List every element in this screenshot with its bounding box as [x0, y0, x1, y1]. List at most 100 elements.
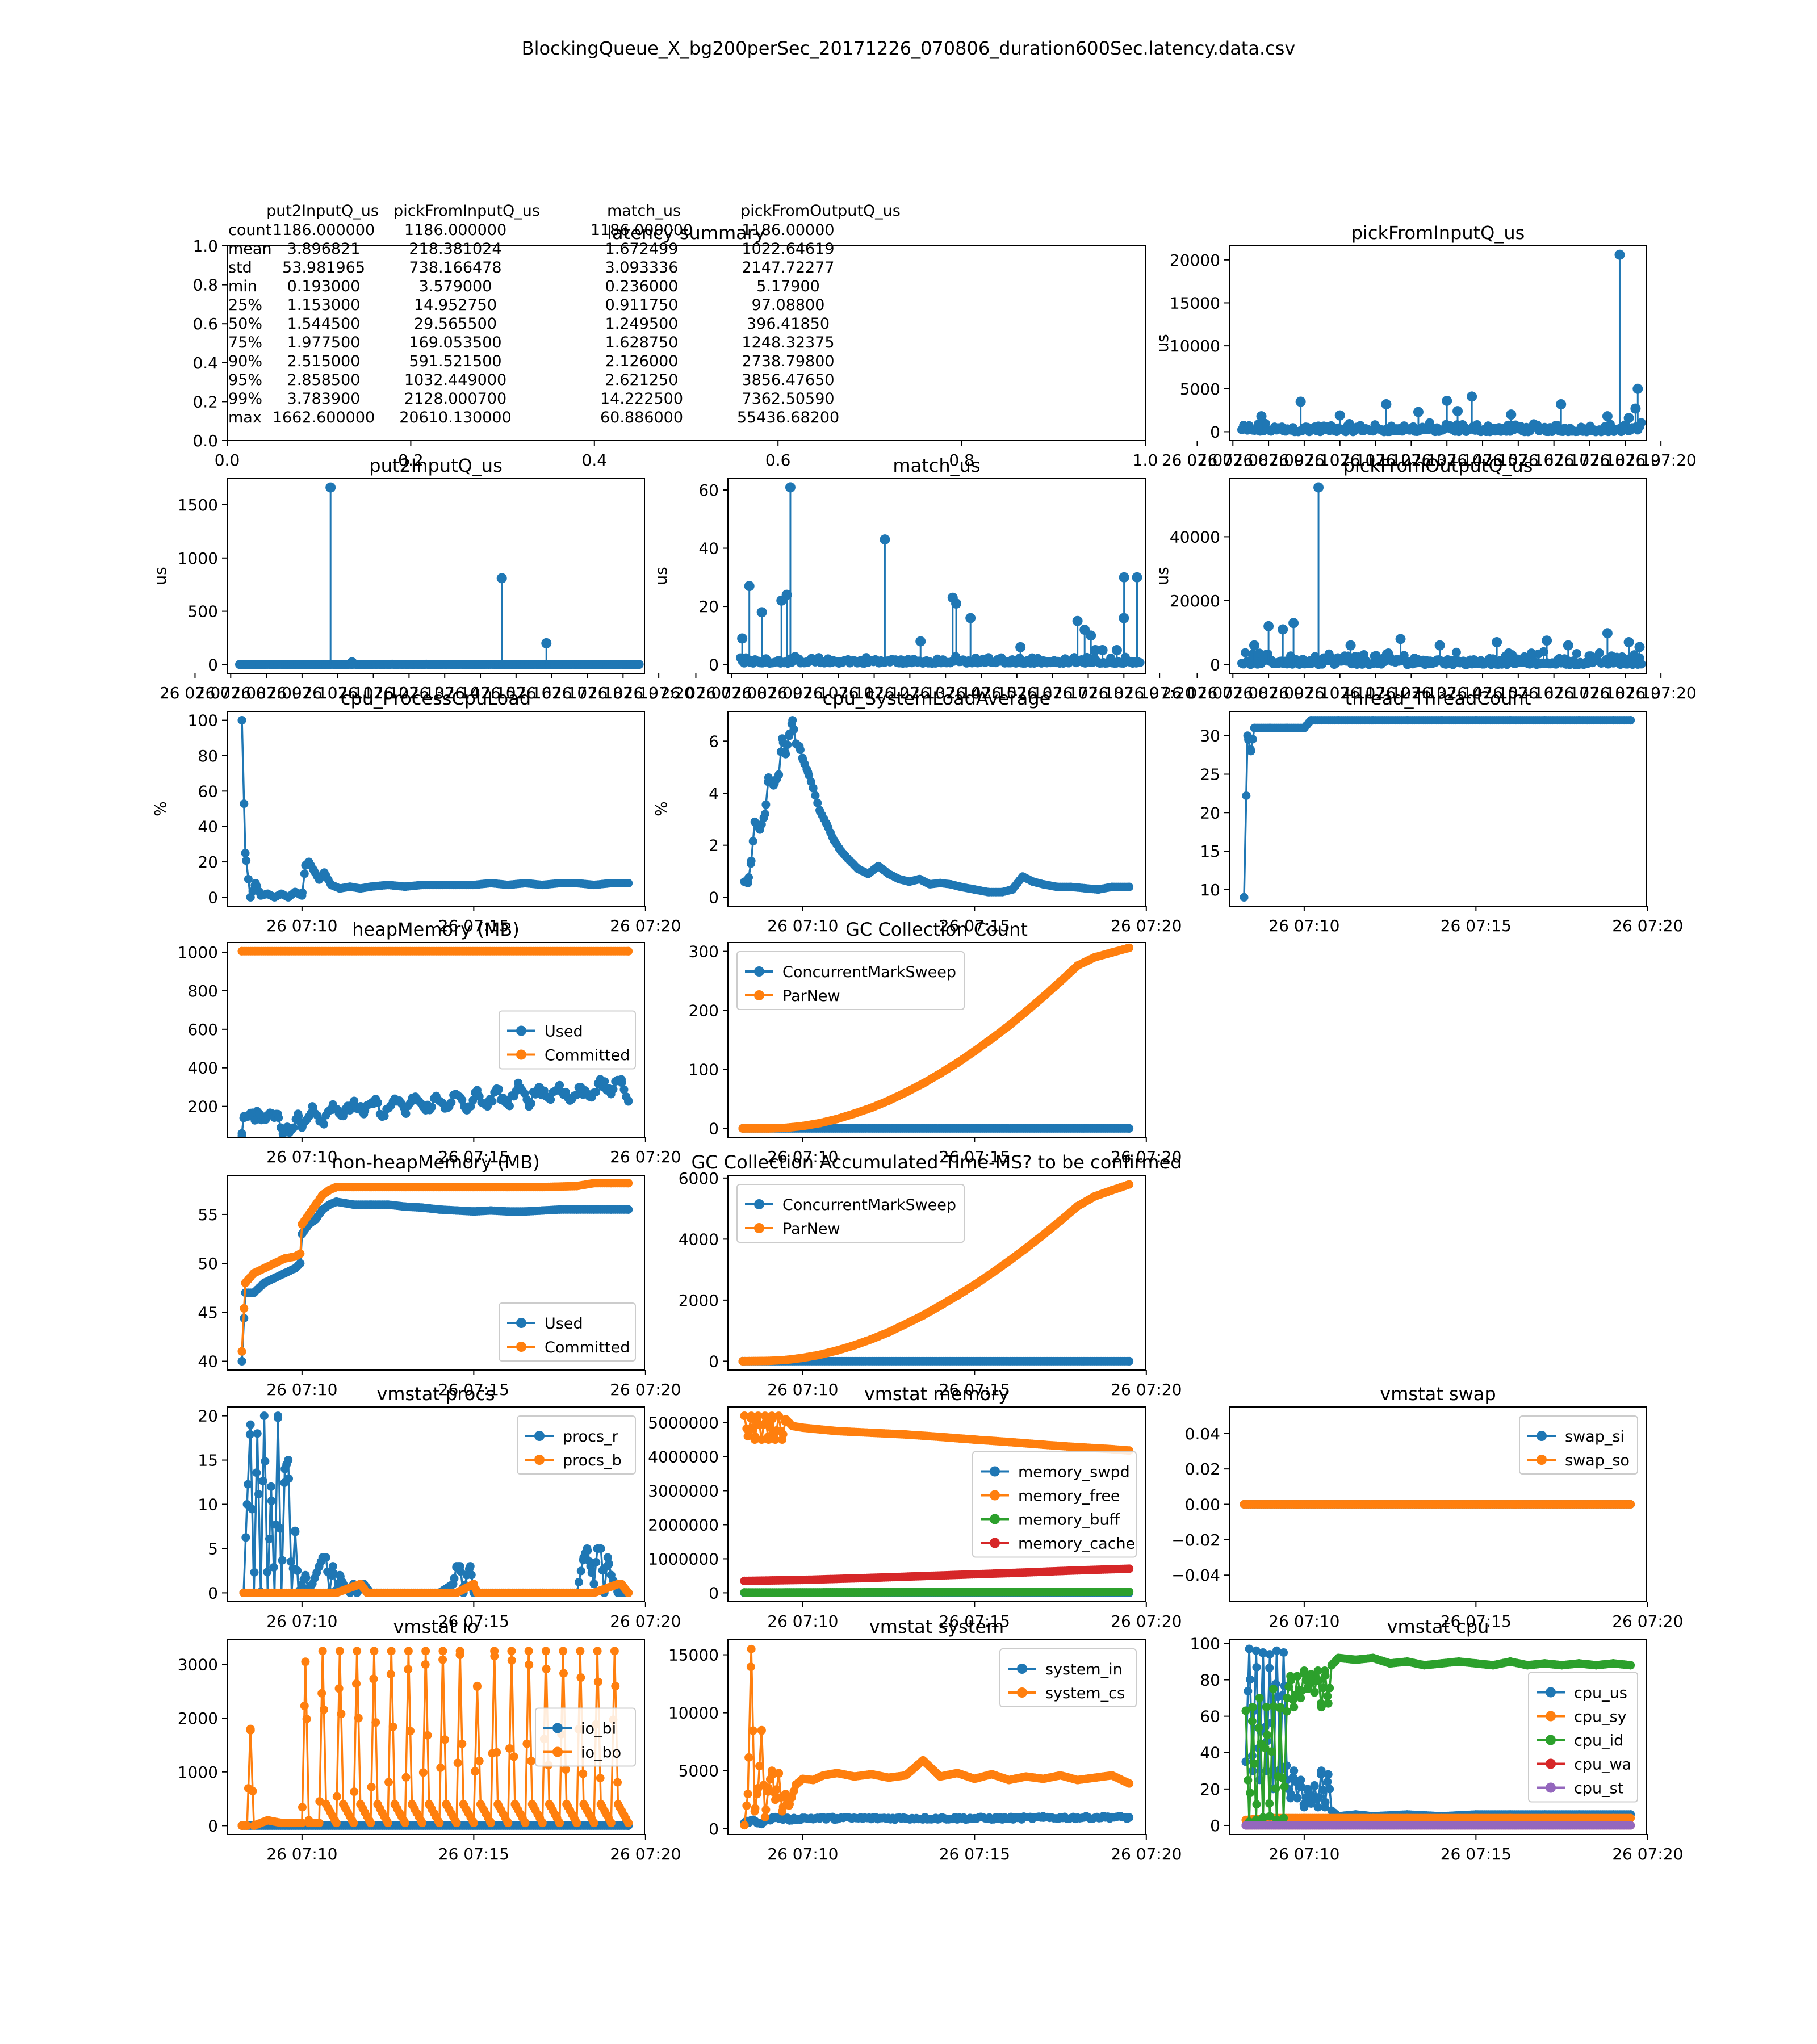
legend-marker-parnew — [754, 990, 764, 1000]
x-tick-label: 26 07:20 — [1111, 1612, 1182, 1631]
plot-area — [728, 711, 1145, 906]
data-point-cpu-processcpuload — [300, 869, 309, 878]
y-tick-label: 1500 — [178, 496, 218, 514]
chart-title: pickFromInputQ_us — [1351, 222, 1525, 244]
legend-marker-committed — [516, 1049, 526, 1060]
y-tick-label: 15 — [1200, 842, 1220, 861]
x-tick-label: 26 07:19 — [588, 684, 659, 702]
chart-title: thread_ThreadCount — [1345, 688, 1531, 709]
x-tick-label: 26 07:08 — [1198, 684, 1268, 702]
data-point-cpu-systemloadaverage — [760, 810, 769, 819]
x-tick-label: 26 07:15 — [438, 1380, 509, 1399]
data-point — [1563, 640, 1573, 651]
x-tick-label: 26 07:20 — [1111, 1380, 1182, 1399]
y-tick-label: 20 — [698, 597, 719, 616]
x-tick-label: 26 07:13 — [874, 684, 945, 702]
x-tick-label: 26 07:13 — [1376, 684, 1447, 702]
charts-layer: latency summary 0.0 0.2 0.4 0.6 0.8 1.0 0.0 0.2 0… — [151, 222, 1697, 1863]
y-tick-label: 200 — [689, 1002, 719, 1020]
plot-frame — [1229, 478, 1647, 674]
x-tick-label: 26 07:08 — [195, 684, 266, 702]
x-tick-label: 26 07:17 — [516, 684, 587, 702]
y-tick-label: 0.0 — [192, 432, 218, 450]
data-point-committed — [237, 1347, 246, 1356]
plot-marks — [1240, 716, 1635, 902]
data-point — [325, 482, 336, 493]
y-tick-label: 1.0 — [192, 237, 218, 256]
data-point-cpu-systemloadaverage — [761, 800, 771, 809]
data-point-procs-r — [284, 1456, 293, 1465]
data-point — [1288, 618, 1299, 629]
legend-marker-procs-b — [534, 1455, 545, 1465]
x-tick-label: 26 07:15 — [1447, 451, 1518, 470]
data-point-cpu-systemloadaverage — [781, 749, 790, 759]
data-point-cpu-systemloadaverage — [774, 770, 784, 779]
data-point-procs-r — [250, 1568, 259, 1577]
y-tick-label: 4000000 — [648, 1448, 719, 1467]
y-axis-label: us — [1153, 334, 1172, 352]
data-point-used — [555, 1080, 564, 1090]
data-point-used — [250, 1116, 259, 1125]
legend — [736, 951, 965, 1010]
x-tick-label: 26 07:17 — [1518, 451, 1589, 470]
data-point-thread-threadcount — [1246, 747, 1255, 756]
plot-marks — [235, 482, 644, 669]
data-point-procs-r — [254, 1489, 263, 1498]
y-tick-label: 0 — [709, 1119, 719, 1138]
x-tick-label: 26 07:19 — [1088, 684, 1159, 702]
x-tick-label: 26 07:20 — [623, 684, 694, 702]
x-tick-label: 26 07:10 — [1268, 451, 1339, 470]
data-point-procs-r — [575, 1577, 584, 1586]
plot-marks — [740, 716, 1134, 897]
data-point — [737, 633, 748, 644]
figure-title: BlockingQueue_X_bg200perSec_20171226_070… — [522, 37, 1296, 59]
data-point-committed — [624, 946, 633, 956]
x-tick-label: 26 07:08 — [1198, 451, 1268, 470]
data-point-procs-r — [456, 1567, 465, 1576]
x-tick-label: 26 07:16 — [480, 684, 551, 702]
data-point — [634, 660, 644, 669]
data-point-procs-r — [603, 1553, 612, 1562]
y-tick-label: 55 — [198, 1205, 218, 1224]
y-tick-label: 20 — [1200, 803, 1220, 822]
data-point — [1111, 644, 1122, 655]
y-tick-label: 4000 — [679, 1230, 719, 1249]
y-tick-label: 5 — [208, 1539, 218, 1558]
chart-cpu-processcpuload: cpu_ProcessCpuLoad% 0 20 40 60 80 100 26 07:10 2… — [151, 688, 681, 935]
x-tick-label: 26 07:20 — [1626, 451, 1697, 470]
data-point — [1132, 572, 1142, 583]
y-tick-label: 300 — [689, 943, 719, 961]
y-tick-label: 20 — [198, 1407, 218, 1426]
x-tick-label: 26 07:20 — [1124, 684, 1195, 702]
x-tick-label: 26 07:07 — [160, 684, 231, 702]
x-tick-label: 26 07:10 — [266, 1147, 337, 1166]
data-point-cpu-systemloadaverage — [805, 770, 814, 780]
chart-nonheapmemory: non-heapMemory (MB) 40 45 50 55 26 07:10 26 07… — [198, 1151, 681, 1399]
data-point-procs-r — [596, 1544, 605, 1553]
x-tick-label: 26 07:15 — [438, 916, 509, 935]
x-tick-label: 26 07:16 — [981, 684, 1052, 702]
y-tick-label: 50 — [198, 1254, 218, 1273]
x-tick-label: 26 07:15 — [1447, 684, 1518, 702]
data-point-procs-r — [328, 1562, 337, 1571]
x-tick-label: 26 07:14 — [1412, 451, 1483, 470]
y-tick-label: 100 — [689, 1060, 719, 1079]
data-point — [744, 581, 755, 592]
data-point-procs-r — [321, 1553, 330, 1562]
data-point — [1097, 644, 1108, 655]
x-tick-label: 0.8 — [949, 451, 974, 470]
plot-frame — [227, 478, 645, 674]
data-point-procs-r — [450, 1574, 459, 1583]
chart-title: pickFromOutputQ_us — [1343, 455, 1533, 476]
x-tick-label: 26 07:20 — [610, 916, 681, 935]
x-tick-label: 26 07:15 — [939, 1612, 1010, 1631]
data-point-procs-b — [624, 1588, 633, 1597]
data-point-used — [488, 1097, 497, 1106]
x-tick-label: 26 07:16 — [1483, 684, 1554, 702]
data-point-cpu-processcpuload — [624, 878, 633, 887]
legend — [736, 1184, 965, 1243]
y-tick-label: 2000 — [679, 1291, 719, 1310]
y-tick-label: 40000 — [1170, 527, 1220, 546]
